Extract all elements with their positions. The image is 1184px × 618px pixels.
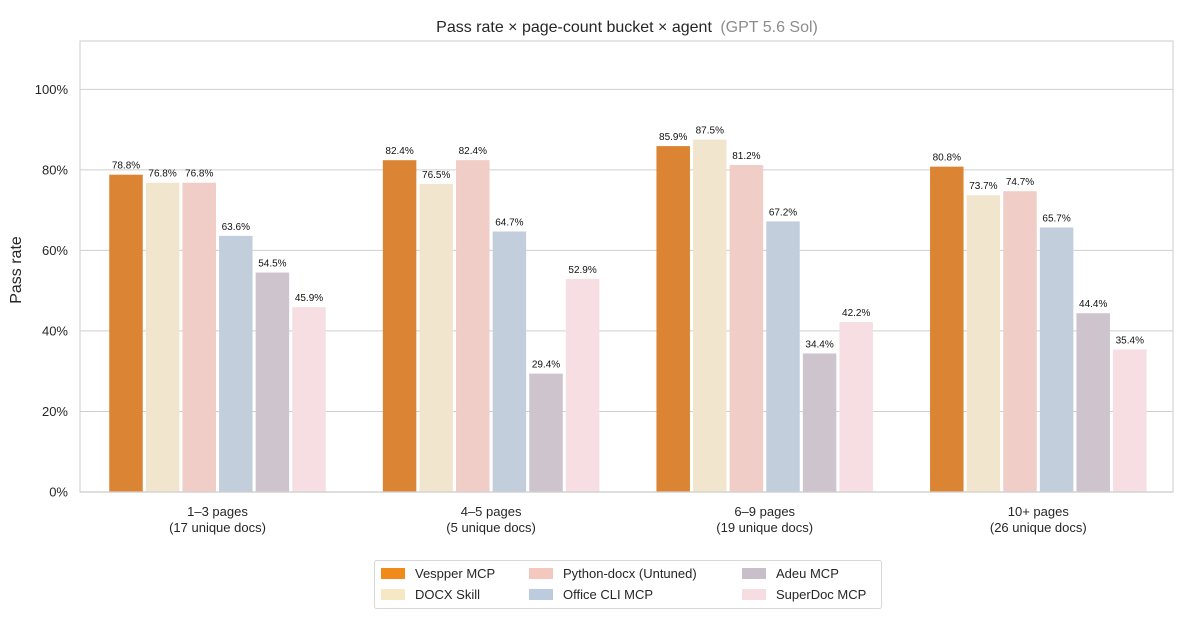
bar-value-label: 67.2%: [769, 207, 797, 218]
bar: [292, 307, 326, 492]
bar: [1076, 313, 1110, 492]
bar: [693, 139, 727, 492]
x-tick-label: 10+ pages (26 unique docs): [990, 504, 1087, 535]
legend-item-label: DOCX Skill: [415, 587, 480, 602]
legend-item-label: Office CLI MCP: [563, 587, 653, 602]
bar: [565, 278, 600, 492]
bar: [419, 183, 453, 492]
bar-value-label: 80.8%: [933, 153, 961, 164]
x-tick-label-line: (26 unique docs): [990, 520, 1087, 535]
bar-value-label: 65.7%: [1042, 213, 1070, 224]
x-tick-label-line: (17 unique docs): [169, 520, 266, 535]
y-tick-label: 80%: [42, 162, 68, 177]
bar-value-label: 78.8%: [112, 161, 140, 172]
bar: [382, 160, 417, 492]
x-tick-label-line: 4–5 pages: [461, 504, 522, 519]
bar: [456, 160, 490, 492]
bar-value-label: 52.9%: [568, 265, 596, 276]
y-tick-label: 60%: [42, 243, 68, 258]
bar-value-label: 85.9%: [659, 132, 687, 143]
bar: [930, 166, 964, 492]
bar-value-label: 29.4%: [532, 360, 560, 371]
bar: [656, 146, 690, 492]
legend-item-label: Adeu MCP: [776, 566, 839, 581]
y-tick-label: 20%: [42, 404, 68, 419]
legend-item-label: Vespper MCP: [415, 566, 495, 581]
legend-item-label: Python-docx (Untuned): [563, 566, 697, 581]
x-tick-label-line: (19 unique docs): [716, 520, 813, 535]
x-tick-label: 6–9 pages (19 unique docs): [716, 504, 813, 535]
bar: [109, 174, 143, 492]
bar: [182, 182, 216, 493]
bar: [529, 373, 563, 492]
y-tick-label: 100%: [35, 82, 69, 97]
bar-value-label: 64.7%: [495, 217, 523, 228]
bar-value-label: 54.5%: [258, 259, 286, 270]
bar: [1113, 349, 1147, 492]
legend: Vespper MCP DOCX Skill Python-docx (Untune…: [374, 560, 882, 609]
y-tick-label: 0%: [49, 485, 68, 500]
legend-swatch: [742, 568, 766, 579]
x-tick-label-line: 1–3 pages: [187, 504, 248, 519]
bar-value-label: 45.9%: [295, 293, 323, 304]
bar: [766, 221, 800, 492]
bar: [729, 165, 764, 492]
legend-swatch: [381, 589, 405, 600]
legend-swatch: [381, 568, 405, 579]
plot-area: 0% 20% 40% 60% 80% 100% 78.8% 76.8% 76.8% 63.6% 54…: [35, 40, 1174, 535]
legend-swatch: [742, 589, 766, 600]
bar-value-label: 74.7%: [1006, 177, 1034, 188]
bar-value-label: 35.4%: [1116, 335, 1144, 346]
bar: [145, 182, 180, 493]
bar-value-label: 76.8%: [148, 169, 176, 180]
bar: [802, 353, 837, 492]
bar-value-label: 42.2%: [842, 308, 870, 319]
bar-value-label: 87.5%: [696, 126, 724, 137]
legend-swatch: [529, 589, 553, 600]
bar-value-label: 63.6%: [222, 222, 250, 233]
bar: [255, 272, 290, 492]
legend-item-label: SuperDoc MCP: [776, 587, 866, 602]
bar: [1039, 227, 1074, 492]
bar-value-label: 73.7%: [969, 181, 997, 192]
bar-value-label: 76.8%: [185, 169, 213, 180]
bar-value-label: 81.2%: [732, 151, 760, 162]
bar: [839, 322, 873, 492]
bar-value-label: 34.4%: [805, 339, 833, 350]
legend-swatch: [529, 568, 553, 579]
bar-value-label: 82.4%: [459, 146, 487, 157]
bar: [1003, 191, 1037, 492]
x-tick-label-line: 10+ pages: [1008, 504, 1070, 519]
bar-value-label: 82.4%: [385, 146, 413, 157]
x-tick-label: 4–5 pages (5 unique docs): [446, 504, 536, 535]
chart-title-subtitle: (GPT 5.6 Sol): [720, 19, 818, 36]
y-axis-label: Pass rate: [8, 236, 25, 304]
y-tick-label: 40%: [42, 323, 68, 338]
x-tick-label-line: 6–9 pages: [734, 504, 795, 519]
x-tick-label-line: (5 unique docs): [446, 520, 536, 535]
bar: [219, 235, 253, 492]
chart-title-main: Pass rate × page-count bucket × agent: [436, 19, 712, 36]
bar: [492, 231, 527, 492]
bar-value-label: 76.5%: [422, 170, 450, 181]
bar-value-label: 44.4%: [1079, 299, 1107, 310]
bar: [966, 195, 1001, 493]
chart-title: Pass rate × page-count bucket × agent (G…: [436, 19, 818, 36]
x-tick-label: 1–3 pages (17 unique docs): [169, 504, 266, 535]
